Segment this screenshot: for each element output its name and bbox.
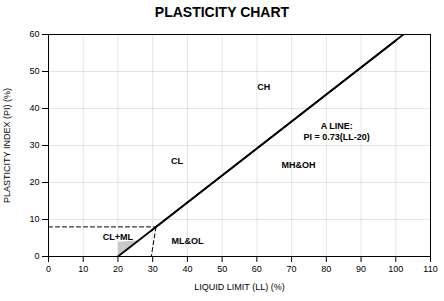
svg-text:60: 60 — [29, 29, 39, 39]
svg-text:ML&OL: ML&OL — [171, 236, 203, 246]
svg-text:40: 40 — [29, 103, 39, 113]
svg-text:20: 20 — [113, 264, 123, 274]
svg-text:0: 0 — [46, 264, 51, 274]
svg-text:MH&OH: MH&OH — [282, 160, 316, 170]
svg-text:20: 20 — [29, 177, 39, 187]
html-text:PLASTICITY CHART: PLASTICITY CHART — [154, 4, 290, 20]
svg-text:LIQUID LIMIT (LL) (%): LIQUID LIMIT (LL) (%) — [194, 282, 284, 292]
svg-text:A LINE:PI = 0.73(LL-20): A LINE:PI = 0.73(LL-20) — [304, 121, 370, 143]
svg-text:90: 90 — [356, 264, 366, 274]
svg-text:0: 0 — [34, 251, 39, 261]
svg-text:70: 70 — [287, 264, 297, 274]
svg-text:PLASTICITY INDEX (PI) (%): PLASTICITY INDEX (PI) (%) — [2, 88, 12, 203]
svg-text:CL: CL — [171, 156, 183, 166]
svg-text:110: 110 — [423, 264, 437, 274]
svg-text:80: 80 — [321, 264, 331, 274]
svg-text:40: 40 — [182, 264, 192, 274]
svg-text:100: 100 — [388, 264, 403, 274]
svg-text:50: 50 — [217, 264, 227, 274]
svg-text:50: 50 — [29, 66, 39, 76]
svg-text:CL+ML: CL+ML — [103, 232, 134, 242]
svg-text:30: 30 — [148, 264, 158, 274]
svg-text:10: 10 — [78, 264, 88, 274]
svg-text:CH: CH — [257, 82, 270, 92]
svg-text:30: 30 — [29, 140, 39, 150]
svg-text:10: 10 — [29, 214, 39, 224]
svg-text:60: 60 — [252, 264, 262, 274]
